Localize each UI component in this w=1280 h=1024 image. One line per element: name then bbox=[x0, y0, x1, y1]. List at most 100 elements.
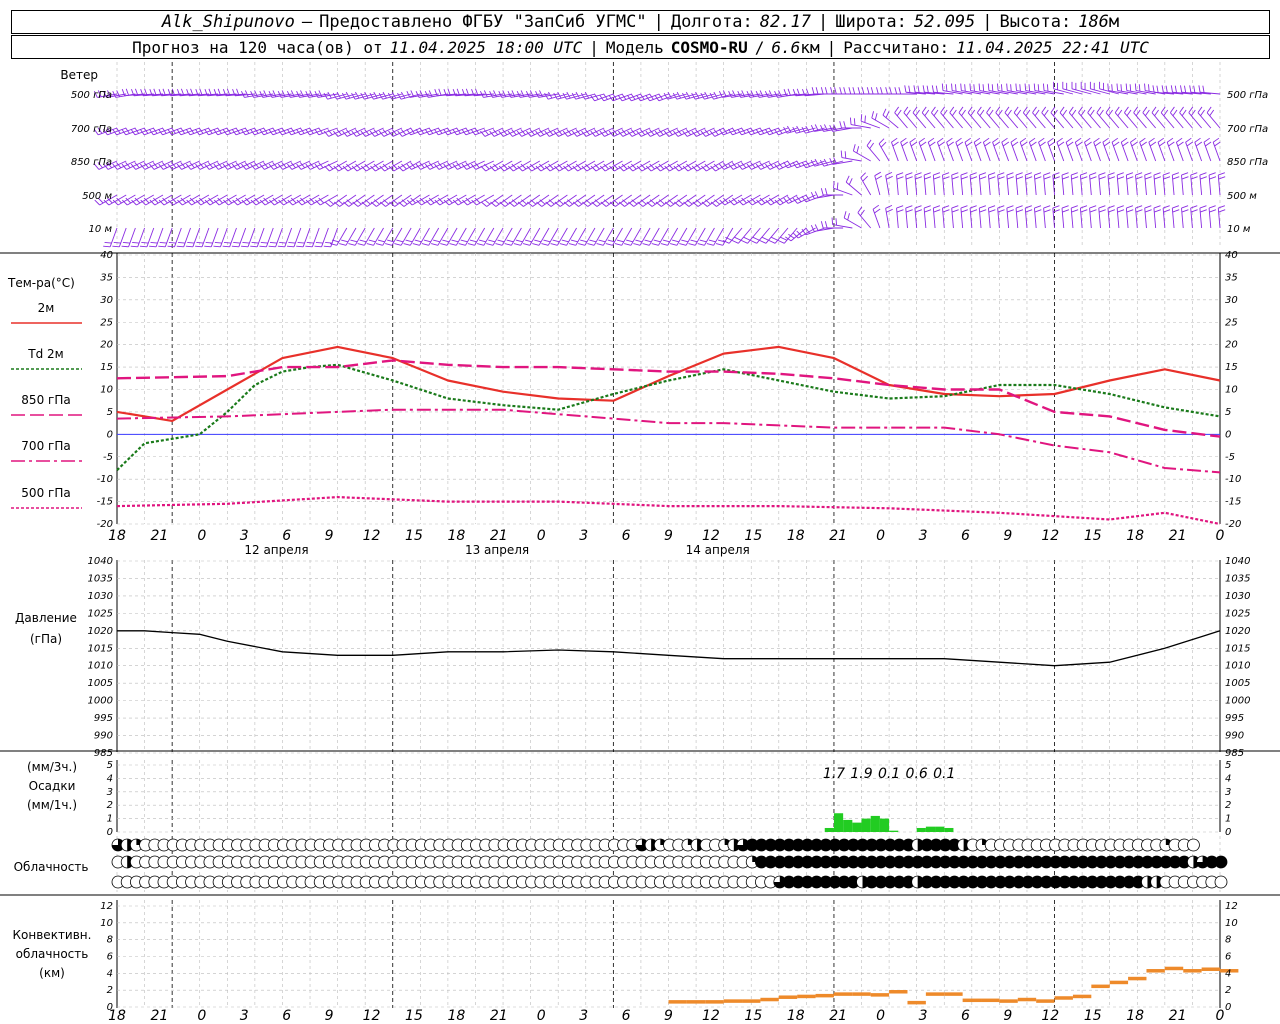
wind-barb-feather bbox=[471, 89, 475, 96]
cloud-cover-symbol bbox=[846, 855, 860, 869]
precip-y-tick: 0 bbox=[1225, 827, 1231, 838]
wind-barb-feather bbox=[1059, 106, 1065, 113]
wind-barb bbox=[969, 172, 978, 196]
cloud-cover-symbol bbox=[1196, 855, 1210, 869]
wind-barb bbox=[964, 137, 973, 162]
wind-barb-feather bbox=[933, 205, 941, 209]
wind-barb-feather bbox=[370, 165, 376, 172]
wind-barb bbox=[719, 160, 743, 170]
pressure-y-tick: 1015 bbox=[88, 643, 113, 654]
wind-barb-shaft bbox=[1179, 112, 1193, 129]
pressure-y-tick: 1005 bbox=[1225, 678, 1250, 689]
temp-y-tick: -5 bbox=[1225, 452, 1235, 463]
wind-barb-feather bbox=[682, 92, 687, 100]
wind-barb-feather bbox=[373, 199, 380, 205]
wind-barb-feather bbox=[250, 199, 257, 206]
wind-barb bbox=[231, 227, 247, 248]
wind-barb-feather bbox=[783, 161, 788, 169]
x-tick-label: 12 bbox=[702, 1008, 720, 1024]
wind-barb-feather bbox=[802, 89, 806, 96]
wind-barb-feather bbox=[740, 127, 746, 134]
cloud-fill bbox=[1040, 876, 1053, 888]
wind-barb-feather bbox=[208, 88, 212, 96]
wind-barb-shaft bbox=[237, 194, 256, 206]
wind-barb-feather bbox=[488, 239, 496, 243]
conv-cloud-bar bbox=[1036, 999, 1055, 1003]
wind-barb bbox=[268, 160, 292, 170]
wind-barb bbox=[978, 83, 1000, 95]
wind-barb-shaft bbox=[1043, 90, 1064, 95]
wind-barb bbox=[553, 160, 577, 172]
wind-barb-shaft bbox=[373, 227, 384, 246]
wind-barb-feather bbox=[709, 92, 714, 100]
wind-barb-feather bbox=[456, 197, 462, 204]
wind-barb bbox=[1071, 81, 1092, 95]
wind-barb-feather bbox=[662, 239, 670, 243]
wind-barb-feather bbox=[1212, 137, 1220, 143]
wind-barb-feather bbox=[810, 191, 815, 199]
conv-y-tick: 10 bbox=[100, 918, 113, 929]
wind-barb-feather bbox=[1046, 84, 1049, 92]
wind-barb-feather bbox=[966, 141, 973, 147]
wind-barb-feather bbox=[383, 199, 390, 205]
wind-barb bbox=[614, 227, 633, 246]
wind-barb bbox=[663, 127, 688, 137]
wind-barb-shaft bbox=[419, 127, 439, 136]
wind-barb-feather bbox=[568, 243, 576, 246]
wind-barb-shaft bbox=[1098, 175, 1101, 196]
precip-total-label: 0.6 bbox=[906, 766, 928, 782]
wind-barb-shaft bbox=[732, 160, 752, 170]
wind-barb bbox=[176, 227, 191, 248]
wind-barb-feather bbox=[820, 221, 824, 229]
wind-barb-feather bbox=[856, 146, 860, 154]
wind-barb-feather bbox=[116, 90, 121, 97]
wind-barb-feather bbox=[792, 232, 799, 239]
wind-barb-feather bbox=[213, 163, 219, 170]
wind-barb-feather bbox=[885, 171, 893, 176]
pressure-y-tick: 995 bbox=[94, 713, 113, 724]
wind-barb bbox=[213, 194, 237, 206]
wind-barb-shaft bbox=[1019, 142, 1028, 162]
wind-barb bbox=[1107, 172, 1116, 196]
wind-barb-shaft bbox=[584, 93, 605, 100]
wind-barb-feather bbox=[621, 129, 627, 136]
conv-y-tick: 4 bbox=[107, 968, 113, 979]
wind-barb-shaft bbox=[951, 175, 954, 196]
wind-barb-shaft bbox=[531, 160, 550, 172]
wind-barb-shaft bbox=[769, 160, 789, 170]
wind-barb bbox=[955, 137, 964, 162]
wind-barb bbox=[581, 160, 605, 172]
wind-barb bbox=[1181, 172, 1189, 196]
pressure-y-tick: 985 bbox=[1225, 748, 1244, 759]
wind-barb-shaft bbox=[1154, 91, 1175, 95]
cloud-fill bbox=[1086, 876, 1099, 888]
wind-barb-feather bbox=[737, 128, 742, 136]
wind-barb-feather bbox=[732, 90, 736, 97]
wind-barb-feather bbox=[263, 127, 268, 134]
wind-barb-feather bbox=[676, 129, 682, 136]
wind-barb-feather bbox=[923, 205, 931, 209]
wind-barb bbox=[1098, 205, 1106, 229]
wind-barb-feather bbox=[961, 109, 966, 117]
wind-barb-shaft bbox=[604, 127, 623, 137]
cloud-fill bbox=[792, 839, 805, 851]
x-tick-label: 18 bbox=[787, 1008, 805, 1024]
wind-barb bbox=[277, 160, 302, 170]
wind-barb-feather bbox=[507, 90, 512, 98]
wind-barb bbox=[571, 91, 596, 100]
wind-barb-feather bbox=[112, 245, 120, 248]
wind-barb-feather bbox=[792, 89, 797, 96]
wind-barb bbox=[1188, 106, 1202, 129]
wind-barb-shaft bbox=[272, 127, 292, 136]
wind-barb-feather bbox=[364, 163, 371, 170]
wind-barb-feather bbox=[403, 243, 411, 246]
wind-barb bbox=[936, 137, 945, 162]
wind-barb-feather bbox=[914, 205, 922, 209]
wind-barb bbox=[709, 91, 733, 100]
wind-barb-shaft bbox=[345, 227, 357, 246]
wind-barb-feather bbox=[492, 129, 499, 136]
wind-barb-shaft bbox=[882, 114, 899, 129]
wind-barb bbox=[1065, 137, 1074, 162]
wind-barb-feather bbox=[663, 92, 668, 100]
wind-barb-shaft bbox=[1006, 175, 1010, 196]
